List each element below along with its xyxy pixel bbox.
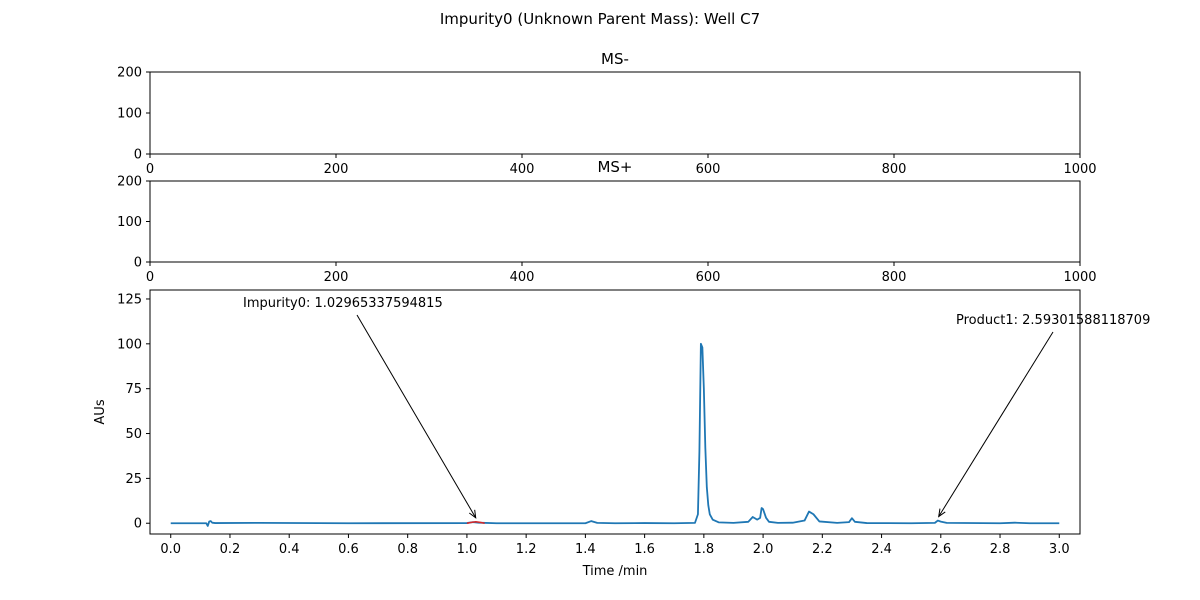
x-tick-label: 0	[146, 270, 154, 285]
x-tick-label: 600	[696, 270, 721, 285]
y-tick-label: 0	[134, 517, 142, 532]
x-tick-label: 2.2	[812, 542, 833, 557]
x-tick-label: 2.4	[871, 542, 892, 557]
x-tick-label: 0	[146, 162, 154, 177]
x-tick-label: 400	[510, 270, 535, 285]
ms-positive-ticks: 0 200 400 600 800 1000 0 100 200	[117, 175, 1096, 286]
ms-positive-plot-area	[149, 180, 1081, 263]
x-tick-label: 0.0	[160, 542, 181, 557]
chromatogram-annotations: Impurity0: 1.02965337594815 Product1: 2.5…	[243, 296, 1150, 519]
product-annotation-label: Product1: 2.59301588118709	[956, 313, 1150, 328]
x-tick-label: 0.8	[397, 542, 418, 557]
x-tick-label: 800	[882, 162, 907, 177]
x-tick-label: 1.8	[694, 542, 715, 557]
y-tick-label: 100	[117, 337, 142, 352]
impurity-highlight-line	[466, 521, 485, 524]
figure-suptitle: Impurity0 (Unknown Parent Mass): Well C7	[440, 10, 760, 28]
x-tick-label: 600	[696, 162, 721, 177]
chromatogram-series	[170, 342, 1060, 527]
impurity-annotation-label: Impurity0: 1.02965337594815	[243, 296, 443, 311]
chromatogram-xlabel: Time /min	[582, 564, 648, 579]
y-tick-label: 100	[117, 107, 142, 122]
y-tick-label: 200	[117, 175, 142, 190]
chromatogram-line	[170, 342, 1060, 527]
y-tick-label: 0	[134, 256, 142, 271]
x-tick-label: 1.6	[634, 542, 655, 557]
x-tick-label: 1.4	[575, 542, 596, 557]
x-tick-label: 3.0	[1049, 542, 1070, 557]
x-tick-label: 1.0	[457, 542, 478, 557]
annotation-arrow-line	[356, 314, 477, 519]
x-tick-label: 400	[510, 162, 535, 177]
y-tick-label: 125	[117, 292, 142, 307]
ms-negative-ticks: 0 200 400 600 800 1000 0 100 200	[117, 66, 1096, 178]
ms-positive-panel: MS+ 0 200 400 600 800 1000 0 100 200	[117, 158, 1096, 285]
annotation-arrow-head	[468, 509, 477, 519]
y-tick-label: 50	[125, 427, 142, 442]
ms-negative-panel: MS- 0 200 400 600 800 1000 0 100 200	[117, 50, 1096, 177]
x-tick-label: 1.2	[516, 542, 537, 557]
y-tick-label: 100	[117, 215, 142, 230]
x-tick-label: 2.8	[990, 542, 1011, 557]
x-tick-label: 200	[324, 162, 349, 177]
x-tick-label: 0.2	[220, 542, 241, 557]
x-tick-label: 2.0	[753, 542, 774, 557]
chromatogram-panel: 0.0 0.2 0.4 0.6 0.8 1.0 1.2 1.4 1.6 1.8 2.0 2.2 2.4 2…	[93, 289, 1150, 579]
x-tick-label: 1000	[1063, 270, 1096, 285]
y-tick-label: 25	[125, 472, 142, 487]
chromatogram-ticks: 0.0 0.2 0.4 0.6 0.8 1.0 1.2 1.4 1.6 1.8 2.0 2.2 2.4 2…	[117, 292, 1069, 557]
ms-positive-title: MS+	[597, 158, 632, 176]
x-tick-label: 800	[882, 270, 907, 285]
chromatogram-plot-area	[149, 289, 1081, 535]
x-tick-label: 2.6	[930, 542, 951, 557]
y-tick-label: 200	[117, 66, 142, 81]
annotation-arrow-line	[938, 331, 1054, 517]
x-tick-label: 1000	[1063, 162, 1096, 177]
chromatogram-ylabel: AUs	[93, 399, 108, 424]
annotation-arrow-head	[938, 508, 946, 518]
y-tick-label: 0	[134, 148, 142, 163]
x-tick-label: 0.4	[279, 542, 300, 557]
x-tick-label: 200	[324, 270, 349, 285]
x-tick-label: 0.6	[338, 542, 359, 557]
ms-negative-plot-area	[149, 71, 1081, 155]
y-tick-label: 75	[125, 382, 142, 397]
ms-negative-title: MS-	[601, 50, 629, 68]
